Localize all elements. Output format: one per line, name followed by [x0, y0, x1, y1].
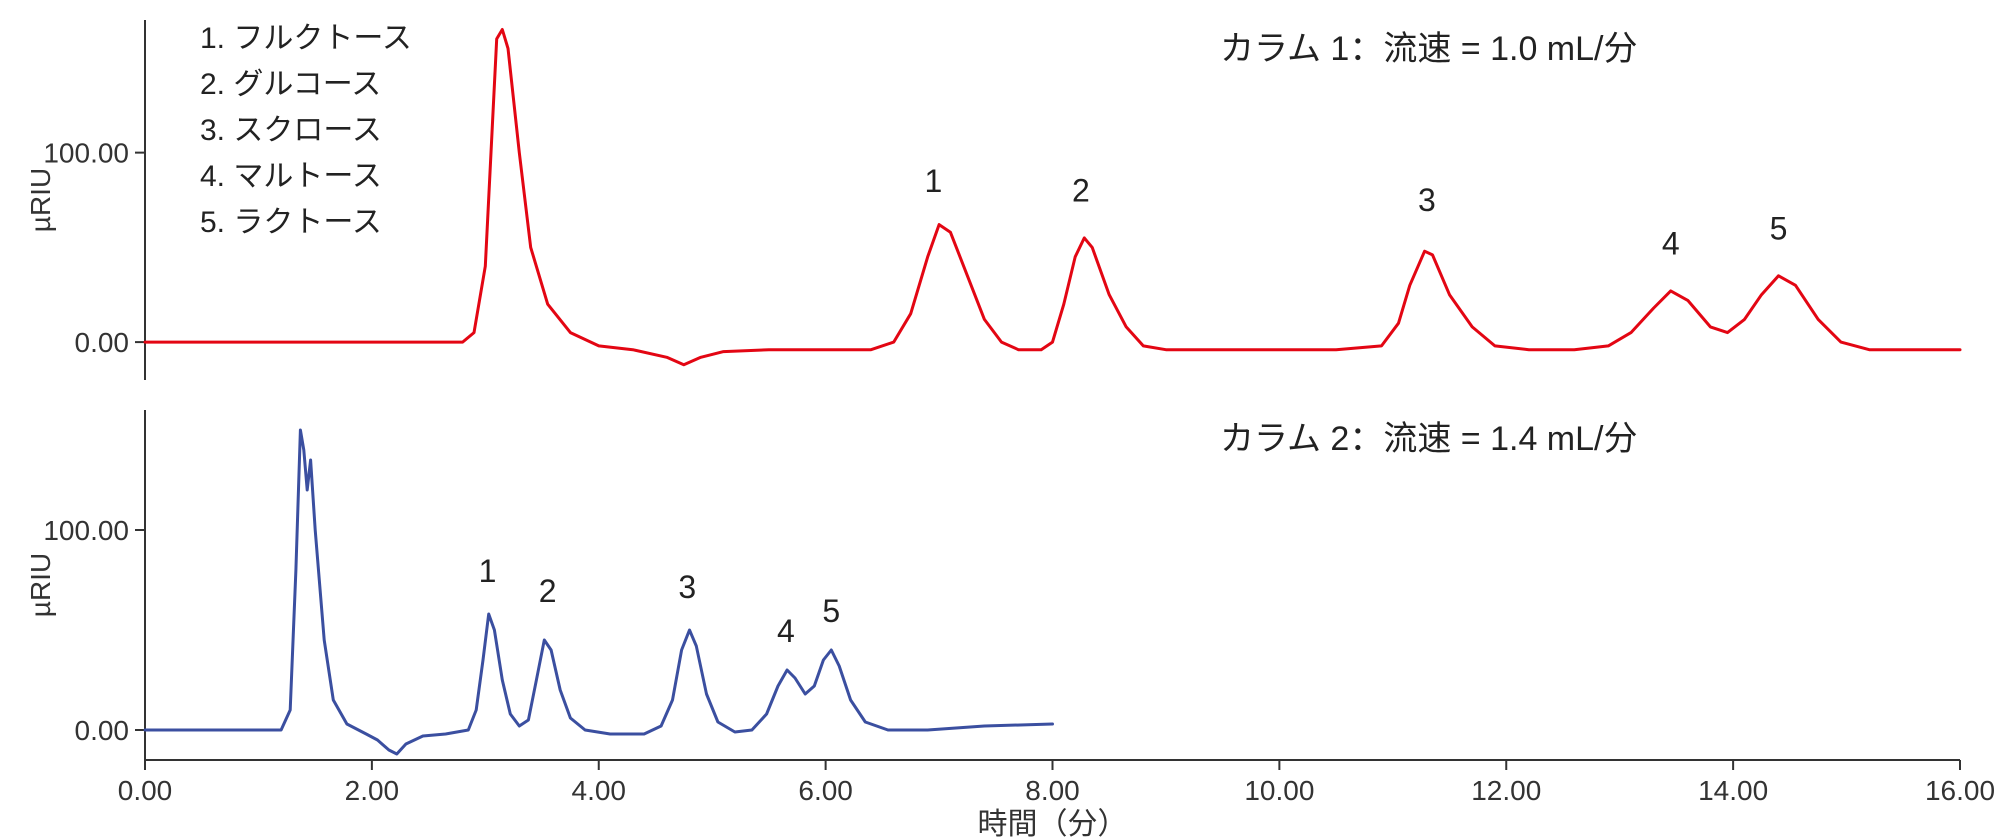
legend-item: 3. スクロース	[200, 114, 382, 147]
ytick-label: 0.00	[75, 715, 130, 746]
legend-item: 1. フルクトース	[200, 22, 412, 55]
peak-label: 5	[822, 593, 840, 629]
peak-label: 5	[1770, 210, 1788, 246]
xtick-label: 6.00	[798, 775, 853, 806]
xtick-label: 16.00	[1925, 775, 1995, 806]
xtick-label: 2.00	[345, 775, 400, 806]
xtick-label: 8.00	[1025, 775, 1080, 806]
peak-label: 2	[539, 573, 557, 609]
ytick-label: 100.00	[43, 515, 129, 546]
peak-label: 3	[1418, 182, 1436, 218]
legend-item: 4. マルトース	[200, 160, 382, 193]
peak-label: 3	[678, 569, 696, 605]
ytick-label: 0.00	[75, 327, 130, 358]
xtick-label: 4.00	[572, 775, 627, 806]
yaxis-label: µRIU	[25, 553, 56, 617]
chromatogram-figure: 0.00100.00µRIU12345カラム 1：流速 = 1.0 mL/分1.…	[0, 0, 2000, 838]
xtick-label: 0.00	[118, 775, 173, 806]
xtick-label: 10.00	[1244, 775, 1314, 806]
chart-svg: 0.00100.00µRIU12345カラム 1：流速 = 1.0 mL/分1.…	[0, 0, 2000, 838]
yaxis-label: µRIU	[25, 168, 56, 232]
panel-title-top: カラム 1：流速 = 1.0 mL/分	[1220, 30, 1637, 68]
peak-label: 4	[1662, 226, 1680, 262]
legend-item: 5. ラクトース	[200, 206, 382, 239]
panel-title-bottom: カラム 2：流速 = 1.4 mL/分	[1220, 420, 1637, 458]
peak-label: 1	[479, 553, 497, 589]
xaxis-label: 時間（分）	[978, 808, 1128, 838]
chromatogram-trace-top	[145, 30, 1960, 365]
chromatogram-trace-bottom	[145, 430, 1053, 754]
ytick-label: 100.00	[43, 138, 129, 169]
peak-label: 2	[1072, 172, 1090, 208]
peak-label: 4	[777, 613, 795, 649]
xtick-label: 12.00	[1471, 775, 1541, 806]
xtick-label: 14.00	[1698, 775, 1768, 806]
peak-label: 1	[924, 163, 942, 199]
legend-item: 2. グルコース	[200, 68, 381, 101]
